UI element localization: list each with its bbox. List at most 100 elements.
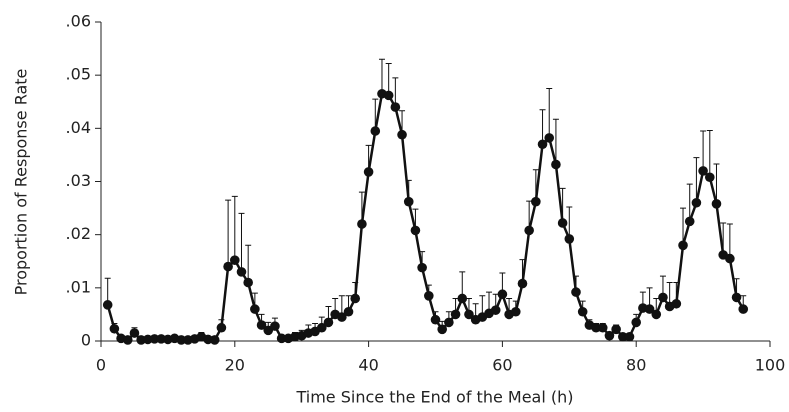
data-point [337, 312, 347, 322]
x-tick-label: 80 [626, 356, 646, 375]
data-point [216, 322, 227, 333]
data-point [557, 218, 568, 228]
data-point [678, 240, 688, 251]
data-point [571, 287, 581, 297]
error-bar [231, 195, 238, 261]
error-bar [546, 87, 553, 138]
x-tick-label: 20 [225, 356, 245, 375]
error-bar [726, 223, 733, 259]
data-point [684, 216, 695, 227]
data-point [176, 335, 187, 345]
y-tick-label: 0 [81, 331, 91, 350]
data-point [524, 225, 534, 236]
data-point [624, 331, 635, 342]
data-point [577, 306, 588, 317]
data-point [537, 139, 548, 150]
y-tick-label: .03 [66, 171, 91, 190]
data-point [437, 324, 447, 335]
data-point [250, 304, 260, 314]
y-axis-title: Proportion of Response Rate [12, 69, 31, 296]
data-point [457, 293, 468, 304]
data-point [417, 262, 427, 273]
data-point [343, 306, 354, 317]
data-point [363, 167, 374, 177]
data-point [517, 278, 528, 289]
data-point [591, 322, 601, 333]
error-bar [706, 129, 713, 178]
data-point [725, 253, 735, 264]
data-point [490, 305, 501, 315]
error-bar [566, 206, 573, 239]
data-point [450, 309, 461, 320]
data-point [129, 328, 140, 338]
x-tick-label: 60 [492, 356, 512, 375]
data-point [270, 321, 280, 331]
data-point [510, 306, 521, 317]
error-bar [680, 207, 687, 246]
data-point [430, 314, 441, 325]
data-point [631, 317, 641, 328]
data-point [698, 166, 708, 176]
data-point [711, 199, 722, 209]
error-bar [686, 183, 693, 222]
data-point [397, 129, 407, 140]
data-point [209, 335, 220, 345]
data-point [410, 225, 421, 236]
error-bar [713, 163, 720, 204]
data-point [618, 331, 628, 342]
error-bar [700, 130, 707, 171]
data-point [256, 320, 267, 330]
data-point [691, 197, 702, 208]
data-point [531, 196, 541, 207]
y-tick-label: .01 [66, 277, 91, 296]
data-point [544, 133, 555, 143]
data-point [276, 333, 287, 344]
x-axis-title: Time Since the End of the Meal (h) [295, 388, 573, 407]
data-point [704, 172, 715, 183]
y-tick-label: .02 [66, 224, 91, 243]
data-point [551, 159, 561, 170]
error-bar [552, 118, 559, 165]
data-point [383, 90, 394, 101]
data-point [149, 334, 160, 344]
error-bar [225, 199, 232, 267]
data-point [323, 317, 334, 328]
data-point [671, 298, 682, 309]
data-point [564, 234, 575, 244]
data-point [444, 317, 454, 328]
data-point [611, 324, 621, 335]
error-bar [693, 157, 700, 203]
error-bar [385, 62, 392, 96]
data-point [236, 267, 247, 277]
data-point [230, 255, 240, 265]
error-bar [392, 77, 399, 108]
data-point [651, 309, 662, 320]
y-tick-label: .05 [66, 65, 91, 84]
data-point [597, 322, 608, 333]
data-point [109, 323, 120, 334]
data-point [223, 261, 233, 272]
y-tick-label: .06 [66, 12, 91, 31]
error-bar [245, 244, 252, 283]
data-point [357, 219, 367, 229]
y-tick-label: .04 [66, 118, 91, 137]
data-point [731, 292, 742, 303]
data-point [122, 335, 133, 345]
data-point [604, 330, 615, 341]
data-point [464, 309, 474, 320]
data-point [243, 277, 253, 288]
data-point [738, 304, 749, 314]
data-point [658, 292, 668, 303]
x-tick-label: 40 [358, 356, 378, 375]
data-point [370, 126, 381, 136]
data-point [644, 304, 655, 314]
data-point [316, 322, 327, 333]
data-point [350, 293, 361, 304]
x-tick-label: 0 [96, 356, 106, 375]
error-bar [539, 109, 546, 145]
data-point [403, 196, 414, 207]
data-point [390, 102, 401, 112]
error-bar [238, 212, 245, 272]
data-point [424, 291, 434, 301]
